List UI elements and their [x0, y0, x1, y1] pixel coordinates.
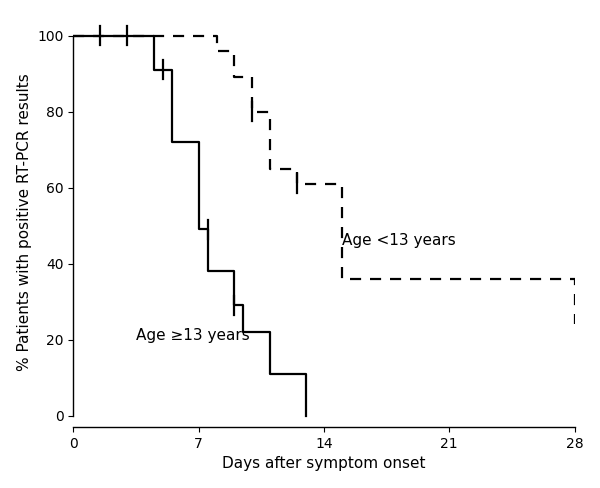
Text: Age ≥13 years: Age ≥13 years	[136, 328, 250, 344]
Y-axis label: % Patients with positive RT-PCR results: % Patients with positive RT-PCR results	[17, 73, 32, 371]
X-axis label: Days after symptom onset: Days after symptom onset	[222, 456, 425, 471]
Text: Age <13 years: Age <13 years	[342, 233, 455, 248]
